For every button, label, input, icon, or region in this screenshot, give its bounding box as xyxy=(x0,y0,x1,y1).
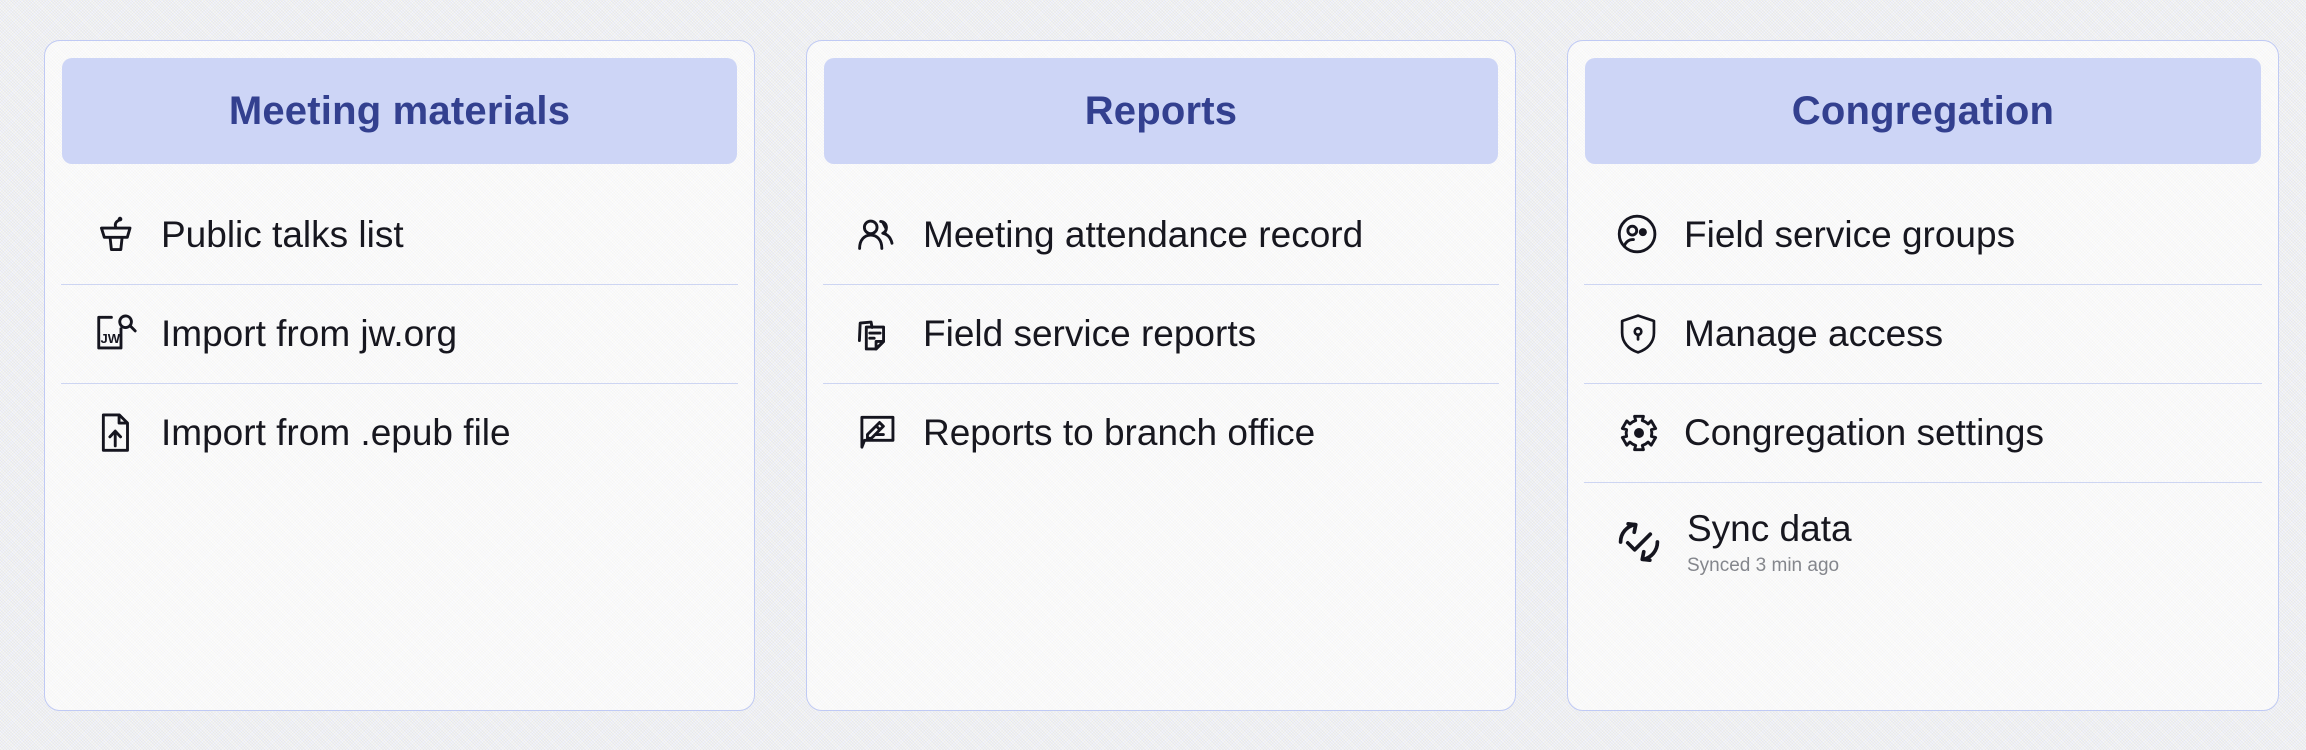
svg-text:JW: JW xyxy=(100,331,120,346)
